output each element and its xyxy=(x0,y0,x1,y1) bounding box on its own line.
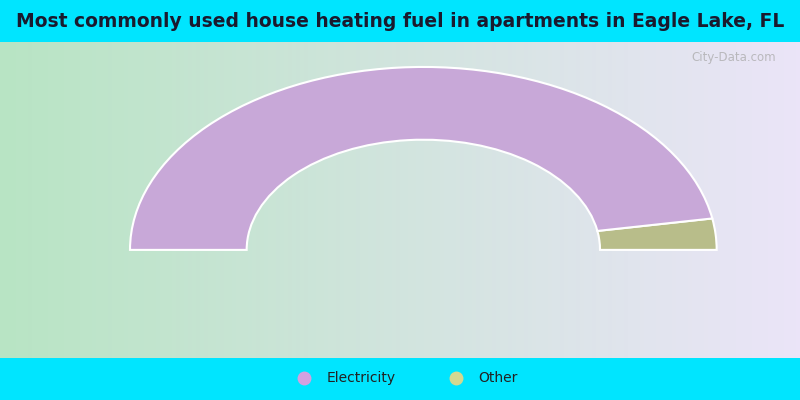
Text: Other: Other xyxy=(478,371,518,385)
Text: City-Data.com: City-Data.com xyxy=(691,52,776,64)
Text: Most commonly used house heating fuel in apartments in Eagle Lake, FL: Most commonly used house heating fuel in… xyxy=(16,12,784,31)
Wedge shape xyxy=(130,67,712,250)
Wedge shape xyxy=(598,218,717,250)
Text: Electricity: Electricity xyxy=(326,371,395,385)
